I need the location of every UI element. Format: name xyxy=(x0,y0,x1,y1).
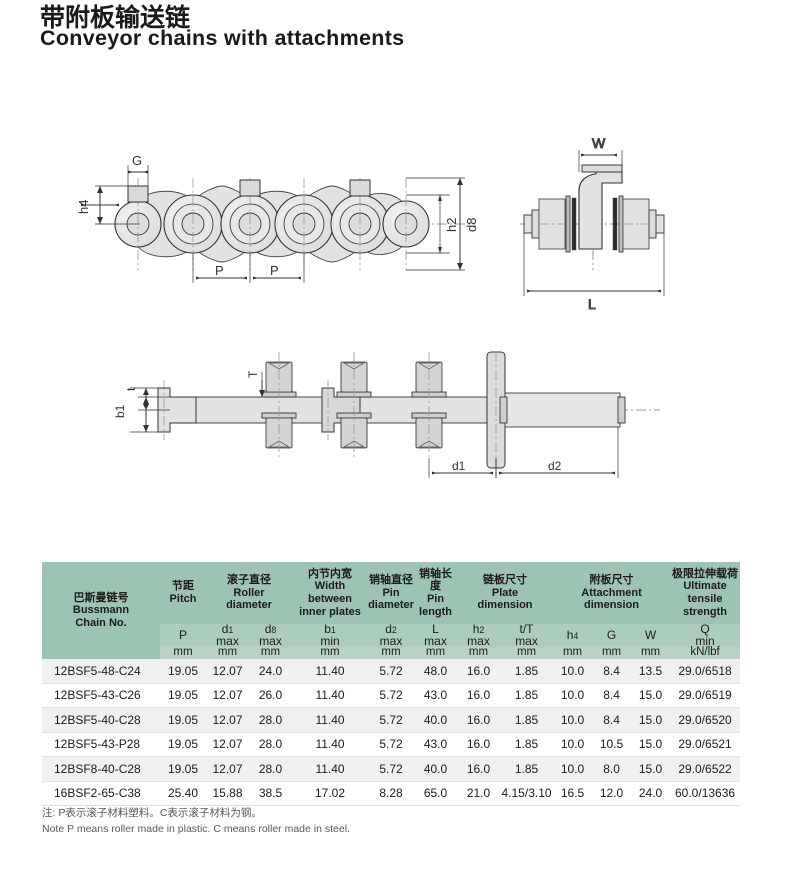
svg-text:d1: d1 xyxy=(452,459,466,473)
svg-text:P: P xyxy=(270,263,279,278)
svg-text:h2: h2 xyxy=(444,218,459,232)
svg-text:b1: b1 xyxy=(113,404,127,418)
svg-text:W: W xyxy=(592,135,606,151)
svg-text:G: G xyxy=(132,153,142,168)
svg-text:t: t xyxy=(124,387,138,391)
svg-text:d2: d2 xyxy=(548,459,562,473)
svg-text:P: P xyxy=(215,263,224,278)
svg-text:h4: h4 xyxy=(76,200,91,214)
svg-text:d8: d8 xyxy=(464,218,479,232)
svg-text:T: T xyxy=(246,370,260,378)
svg-text:L: L xyxy=(588,296,596,312)
